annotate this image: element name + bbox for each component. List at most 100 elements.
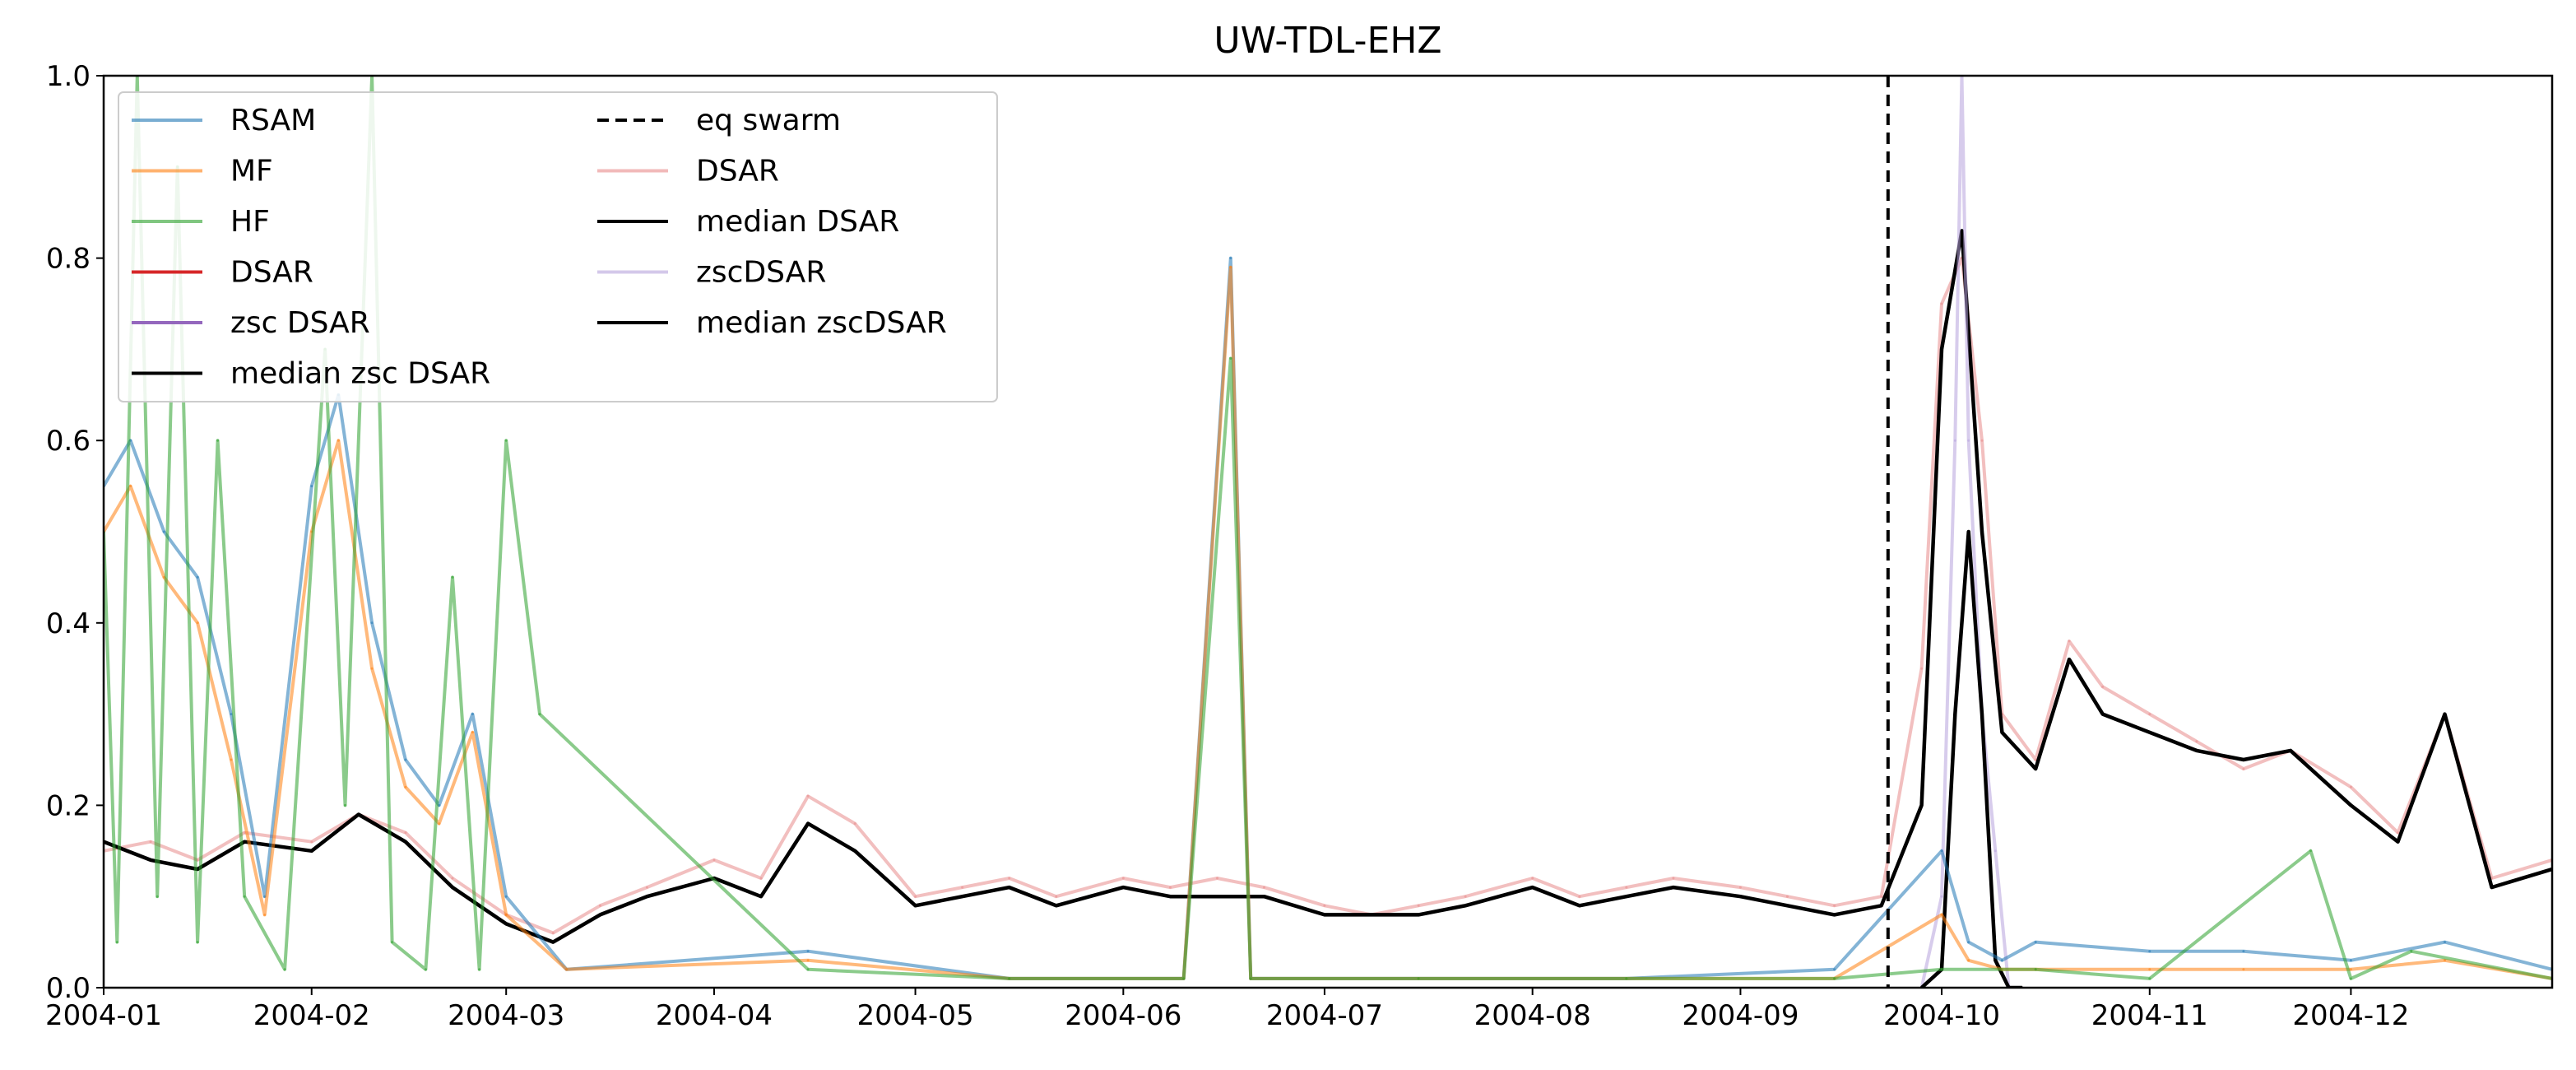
series-point-rsam (162, 530, 165, 533)
series-point-zscdsar (1940, 895, 1943, 898)
series-point-rsam (2242, 950, 2245, 953)
x-tick-label: 2004-11 (2091, 999, 2208, 1032)
series-point-median-dsar (404, 840, 407, 844)
series-line-zscdsar (1919, 76, 2011, 988)
series-point-hf (283, 968, 286, 971)
series-point-dsar (2101, 685, 2105, 688)
series-point-dsar (1531, 877, 1534, 880)
series-point-median-dsar (2195, 749, 2198, 752)
series-point-dsar (1578, 895, 1581, 898)
series-point-dsar (712, 858, 716, 862)
legend-label-mf: MF (230, 155, 273, 188)
series-point-hf (504, 439, 508, 442)
series-point-hf (1249, 977, 1252, 980)
series-point-dsar (759, 877, 763, 880)
series-point-dsar (1920, 667, 1924, 670)
series-point-median-dsar (1216, 895, 1218, 898)
x-tick-label: 2004-07 (1266, 999, 1383, 1032)
legend-label-hf: HF (230, 205, 270, 239)
y-tick-label: 0.4 (46, 607, 91, 640)
legend-label-dsar: DSAR (696, 155, 779, 188)
series-point-dsar (1880, 895, 1883, 898)
series-point-hf (478, 968, 481, 971)
y-axis: 0.0 0.2 0.4 0.6 0.8 1.0 (46, 60, 104, 1005)
series-point-mf (404, 785, 407, 789)
series-point-dsar (551, 932, 555, 934)
series-point-median-dsar (853, 849, 856, 853)
series-point-median-dsar (2444, 713, 2446, 716)
series-point-median-dsar (2490, 886, 2494, 889)
x-axis: 2004-01 2004-02 2004-03 2004-04 2004-05 2004-… (45, 988, 2409, 1032)
series-point-median-dsar (2289, 749, 2292, 752)
series-point-median-dsar (1786, 904, 1789, 907)
series-point-dsar (2242, 767, 2245, 770)
series-point-mf (2444, 959, 2446, 962)
series-point-rsam (2148, 950, 2151, 953)
series-point-median-dsar (1578, 904, 1581, 907)
series-point-dsar (1940, 302, 1943, 305)
series-point-hf (216, 439, 220, 442)
series-point-median-dsar (759, 895, 763, 898)
series-point-dsar (1168, 886, 1172, 889)
series-point-median-dsar (357, 813, 360, 816)
series-point-mf (2349, 968, 2352, 971)
series-point-median-dsar (149, 858, 152, 862)
series-point-zscdsar (1993, 849, 1997, 853)
series-point-dsar (310, 840, 313, 844)
legend: RSAM MF HF DSAR zsc DSAR median zsc DSAR eq sw… (118, 91, 998, 402)
series-point-median-dsar (2068, 658, 2071, 661)
series-point-median-dsar (243, 840, 246, 844)
series-point-rsam (806, 950, 810, 953)
legend-label-eq-swarm: eq swarm (696, 104, 841, 137)
series-point-median-dsar (914, 904, 917, 907)
series-point-median-dsar (1370, 913, 1373, 916)
x-tick-label: 2004-08 (1474, 999, 1591, 1032)
series-point-dsar (1417, 904, 1420, 907)
series-point-hf (538, 713, 541, 716)
legend-box (118, 91, 998, 402)
series-layer (104, 76, 2552, 988)
series-point-dsar (1786, 895, 1789, 898)
series-point-mf (504, 913, 508, 916)
series-point-mf (565, 968, 569, 971)
legend-label-zsc-dsar: zsc DSAR (230, 306, 370, 340)
y-tick-label: 0.2 (46, 789, 91, 822)
series-point-rsam (2444, 941, 2446, 944)
series-point-dsar (2034, 758, 2037, 761)
series-point-dsar (404, 831, 407, 835)
series-point-zscdsar (1967, 439, 1970, 442)
y-tick-label: 0.0 (46, 972, 91, 1005)
series-point-dsar (1833, 904, 1836, 907)
series-point-median-dsar (1738, 895, 1742, 898)
series-point-median-dsar (1961, 229, 1963, 232)
series-point-mf (471, 731, 474, 734)
series-point-median-dsar (1008, 886, 1011, 889)
legend-label-zscdsar: zscDSAR (696, 256, 826, 290)
series-point-median-dsar (1920, 803, 1924, 807)
series-point-median-dsar (645, 895, 648, 898)
series-point-hf (2309, 849, 2312, 853)
series-point-median-dsar (2148, 731, 2151, 734)
series-point-dsar (1323, 904, 1326, 907)
series-point-mf (806, 959, 810, 962)
series-point-dsar (1121, 877, 1125, 880)
series-point-rsam (471, 713, 474, 716)
x-tick-label: 2004-06 (1065, 999, 1181, 1032)
series-point-hf (196, 941, 199, 944)
series-point-median-dsar (1263, 895, 1265, 898)
legend-label-dsar: DSAR (230, 256, 313, 290)
series-point-dsar (1055, 895, 1058, 898)
x-tick-label: 2004-12 (2292, 999, 2409, 1032)
series-point-dsar (1008, 877, 1011, 880)
series-point-median-dsar (551, 941, 555, 944)
series-point-median-dsar (1055, 904, 1058, 907)
series-point-hf (391, 941, 394, 944)
series-point-rsam (230, 713, 233, 716)
series-point-rsam (196, 575, 199, 579)
y-tick-label: 0.8 (46, 243, 91, 276)
series-point-median-dsar (598, 913, 601, 916)
series-point-hf (1625, 977, 1628, 980)
plot-frame (102, 74, 2554, 989)
x-tick-label: 2004-02 (253, 999, 370, 1032)
series-point-dsar (961, 886, 964, 889)
